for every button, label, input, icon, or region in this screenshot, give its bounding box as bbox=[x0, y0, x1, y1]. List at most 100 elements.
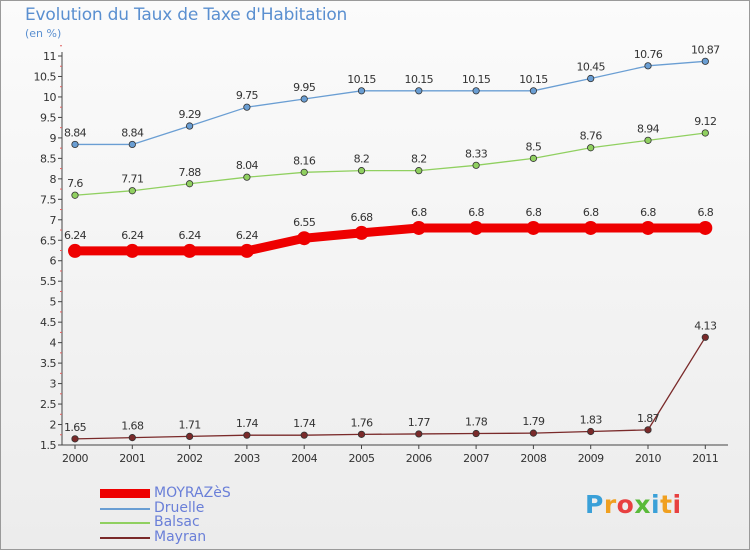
data-point bbox=[411, 220, 426, 235]
x-tick-label: 2004 bbox=[291, 452, 317, 465]
data-point bbox=[415, 87, 423, 95]
x-tick-label: 2006 bbox=[406, 452, 432, 465]
data-label: 10.15 bbox=[347, 73, 376, 86]
data-point bbox=[186, 180, 194, 188]
data-label: 1.87 bbox=[637, 412, 660, 425]
data-point bbox=[354, 225, 369, 240]
y-tick-label: 10 bbox=[43, 91, 56, 104]
y-tick-label: 6 bbox=[50, 255, 57, 268]
data-label: 4.13 bbox=[694, 319, 717, 332]
data-label: 10.15 bbox=[462, 73, 491, 86]
data-label: 1.68 bbox=[121, 420, 144, 433]
data-point bbox=[182, 243, 197, 258]
y-tick-label: 10.5 bbox=[34, 70, 57, 83]
data-point bbox=[125, 243, 140, 258]
y-tick-label: 3.5 bbox=[40, 357, 56, 370]
data-label: 7.71 bbox=[121, 173, 143, 186]
data-label: 6.24 bbox=[64, 229, 87, 242]
legend-label: Druelle bbox=[154, 499, 205, 516]
data-point bbox=[415, 430, 423, 438]
y-tick-label: 4 bbox=[50, 337, 57, 350]
data-label: 9.75 bbox=[236, 89, 259, 102]
x-tick-label: 2009 bbox=[578, 452, 604, 465]
chart-subtitle: (en %) bbox=[25, 27, 62, 40]
data-point bbox=[243, 173, 251, 181]
data-point bbox=[641, 220, 655, 235]
y-tick-label: 3 bbox=[50, 378, 57, 391]
logo-letter: P bbox=[585, 490, 604, 519]
data-label: 1.74 bbox=[236, 417, 259, 430]
logo-letter: i bbox=[651, 490, 661, 519]
y-tick-label: 8 bbox=[50, 173, 57, 186]
data-label: 7.88 bbox=[179, 166, 202, 179]
data-point bbox=[472, 161, 480, 169]
data-label: 10.87 bbox=[691, 43, 720, 56]
data-point bbox=[472, 87, 480, 95]
data-point bbox=[701, 333, 709, 341]
data-label: 6.24 bbox=[121, 229, 144, 242]
x-tick-label: 2001 bbox=[119, 452, 145, 465]
data-point bbox=[300, 168, 308, 176]
legend-swatch bbox=[100, 536, 150, 539]
data-point bbox=[529, 154, 538, 162]
y-tick-label: 4.5 bbox=[40, 316, 56, 329]
data-point bbox=[583, 220, 598, 235]
data-point bbox=[469, 220, 484, 235]
logo-letter: x bbox=[634, 490, 651, 519]
data-label: 6.8 bbox=[697, 206, 713, 219]
logo-letter: r bbox=[603, 490, 617, 519]
data-label: 6.24 bbox=[236, 229, 259, 242]
x-tick-label: 2005 bbox=[349, 452, 375, 465]
legend-swatch bbox=[100, 489, 150, 498]
data-point bbox=[698, 220, 713, 235]
x-tick-label: 2000 bbox=[62, 452, 88, 465]
data-point bbox=[587, 144, 595, 152]
logo-letter: t bbox=[660, 490, 673, 519]
data-point bbox=[472, 429, 480, 438]
y-tick-label: 11 bbox=[43, 50, 56, 63]
data-label: 9.12 bbox=[694, 115, 716, 128]
data-label: 8.84 bbox=[64, 126, 87, 139]
data-point bbox=[587, 74, 595, 83]
data-label: 8.94 bbox=[637, 122, 660, 135]
data-label: 8.84 bbox=[121, 126, 144, 139]
data-label: 6.8 bbox=[583, 206, 599, 219]
data-point bbox=[529, 429, 538, 437]
data-point bbox=[297, 231, 312, 246]
y-tick-label: 9 bbox=[50, 132, 57, 145]
data-label: 1.78 bbox=[465, 416, 488, 429]
data-label: 1.79 bbox=[522, 415, 545, 428]
data-label: 1.71 bbox=[179, 418, 201, 431]
series-line-moyrazès bbox=[75, 223, 706, 256]
data-label: 1.65 bbox=[64, 421, 87, 434]
data-label: 8.5 bbox=[526, 140, 542, 153]
data-label: 6.55 bbox=[293, 216, 316, 229]
data-point bbox=[186, 122, 194, 130]
series-line-mayran bbox=[74, 336, 706, 440]
data-point bbox=[71, 140, 79, 149]
x-tick-label: 2011 bbox=[692, 452, 718, 465]
legend-label: MOYRAZèS bbox=[154, 485, 231, 501]
y-tick-label: 6.5 bbox=[40, 234, 56, 247]
data-point bbox=[243, 103, 251, 111]
data-point bbox=[243, 431, 251, 439]
data-label: 6.8 bbox=[640, 206, 656, 219]
data-label: 6.8 bbox=[411, 206, 427, 219]
data-point bbox=[357, 430, 366, 438]
data-label: 6.68 bbox=[350, 211, 373, 224]
data-point bbox=[701, 57, 709, 65]
y-tick-label: 5 bbox=[50, 296, 57, 309]
data-point bbox=[526, 220, 541, 235]
data-point bbox=[128, 434, 136, 442]
legend-swatch bbox=[100, 522, 150, 524]
legend-swatch bbox=[100, 507, 150, 510]
data-label: 6.8 bbox=[468, 206, 484, 219]
x-tick-label: 2010 bbox=[635, 452, 661, 465]
data-label: 1.83 bbox=[580, 413, 603, 426]
proxiti-logo: Proxiti bbox=[585, 490, 682, 519]
data-label: 10.45 bbox=[576, 61, 605, 74]
series-line-druelle bbox=[75, 60, 706, 146]
legend-label: Mayran bbox=[154, 528, 207, 545]
